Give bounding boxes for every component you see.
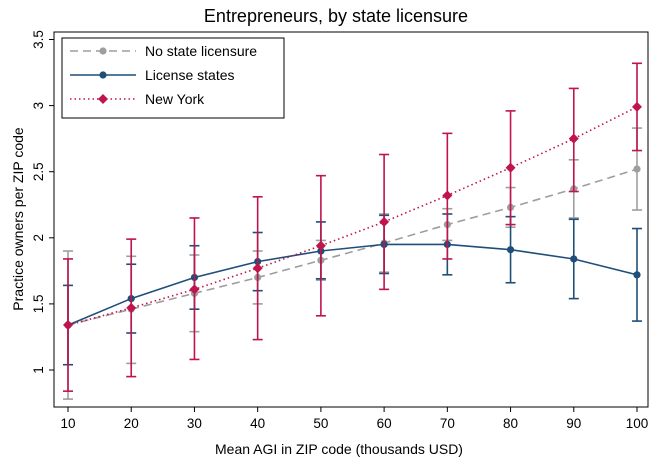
data-point: [442, 190, 453, 201]
data-point: [633, 165, 641, 173]
x-tick-label: 90: [566, 416, 581, 431]
data-point: [252, 263, 263, 274]
x-tick-label: 30: [187, 416, 202, 431]
data-point: [315, 240, 326, 251]
axis-ticks: 10 20 30 40 50 60 70 80 90 100 1 1.5 2 2.5 3 3.5: [31, 30, 648, 431]
x-tick-label: 40: [250, 416, 265, 431]
data-point: [505, 162, 516, 173]
series-line: [67, 168, 638, 326]
series-3: [63, 62, 642, 392]
data-point: [632, 101, 642, 112]
data-point: [379, 216, 390, 227]
x-tick-label: 60: [377, 416, 392, 431]
x-tick-label: 10: [60, 416, 75, 431]
data-point: [126, 302, 137, 313]
legend-marker: [99, 71, 107, 79]
legend-label: No state licensure: [145, 43, 257, 59]
data-point: [568, 133, 579, 144]
data-point: [189, 284, 200, 295]
chart-title: Entrepreneurs, by state licensure: [204, 6, 468, 26]
y-tick-label: 3: [31, 102, 46, 110]
y-tick-label: 1.5: [31, 295, 46, 314]
y-tick-label: 2.5: [31, 162, 46, 181]
y-tick-label: 1: [31, 366, 46, 374]
x-tick-label: 70: [440, 416, 455, 431]
y-tick-label: 2: [31, 234, 46, 242]
legend-marker: [98, 94, 108, 104]
series-line: [67, 243, 638, 326]
data-point: [506, 246, 515, 254]
legend-marker: [99, 47, 107, 55]
x-tick-label: 100: [626, 416, 649, 431]
legend-label: New York: [145, 91, 205, 107]
y-axis-label: Practice owners per ZIP code: [10, 127, 26, 311]
x-axis-label: Mean AGI in ZIP code (thousands USD): [215, 441, 463, 457]
data-point: [63, 320, 73, 331]
y-tick-label: 3.5: [31, 30, 46, 49]
x-tick-label: 20: [124, 416, 139, 431]
x-tick-label: 50: [313, 416, 328, 431]
series-layer: [63, 62, 642, 400]
legend: No state licensure License states New York: [61, 37, 285, 119]
data-point: [570, 255, 578, 263]
x-tick-label: 80: [503, 416, 518, 431]
series-line: [67, 106, 638, 326]
legend-label: License states: [145, 67, 235, 83]
data-point: [633, 271, 641, 279]
